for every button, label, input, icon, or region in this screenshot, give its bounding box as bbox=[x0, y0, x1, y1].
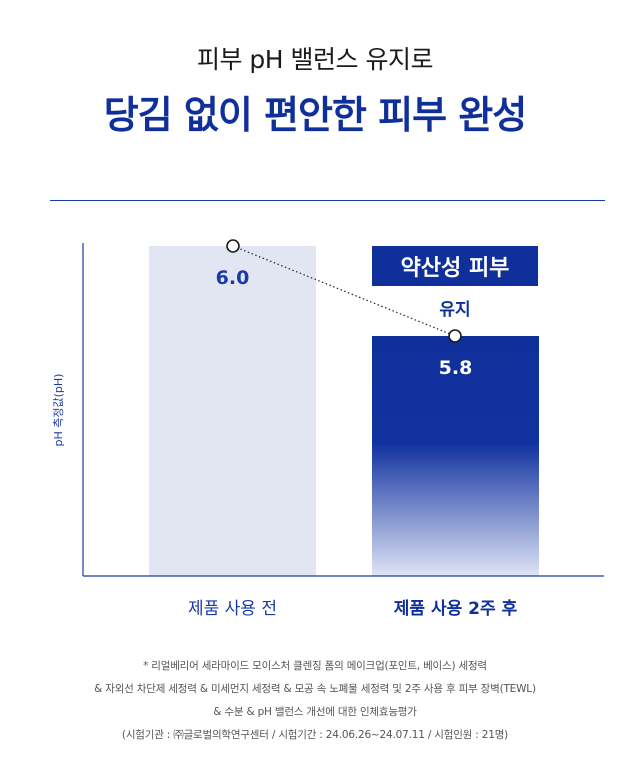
footnote-line: & 자외선 차단제 세정력 & 미세먼지 세정력 & 모공 속 노폐물 세정력 … bbox=[94, 683, 536, 695]
footnote: * 리얼베리어 세라마이드 모이스처 클렌징 폼의 메이크업(포인트, 베이스)… bbox=[0, 655, 630, 747]
bar-1 bbox=[149, 246, 316, 576]
category-label: 제품 사용 2주 후 bbox=[394, 598, 518, 619]
annotation-text: 유지 bbox=[439, 300, 470, 320]
bar-value-label: 6.0 bbox=[216, 267, 250, 289]
header-divider bbox=[50, 200, 605, 201]
bar-2 bbox=[372, 336, 539, 576]
y-axis-label: pH 측정값(pH) bbox=[52, 374, 65, 447]
bar-value-label: 5.8 bbox=[439, 357, 473, 379]
annotation-badge bbox=[372, 246, 538, 286]
footnote-line: & 수분 & pH 밸런스 개선에 대한 인체효능평가 bbox=[213, 706, 417, 718]
footnote-line: * 리얼베리어 세라마이드 모이스처 클렌징 폼의 메이크업(포인트, 베이스)… bbox=[143, 660, 487, 672]
category-label: 제품 사용 전 bbox=[188, 599, 277, 619]
page-title: 당김 없이 편안한 피부 완성 bbox=[103, 93, 527, 137]
page-subtitle: 피부 pH 밸런스 유지로 bbox=[196, 45, 434, 74]
annotation-badge-text: 약산성 피부 bbox=[401, 256, 510, 281]
footnote-line: (시험기관 : ㈜글로벌의학연구센터 / 시험기간 : 24.06.26~24.… bbox=[121, 729, 509, 741]
data-point-marker bbox=[226, 239, 240, 253]
data-point-marker bbox=[448, 329, 462, 343]
